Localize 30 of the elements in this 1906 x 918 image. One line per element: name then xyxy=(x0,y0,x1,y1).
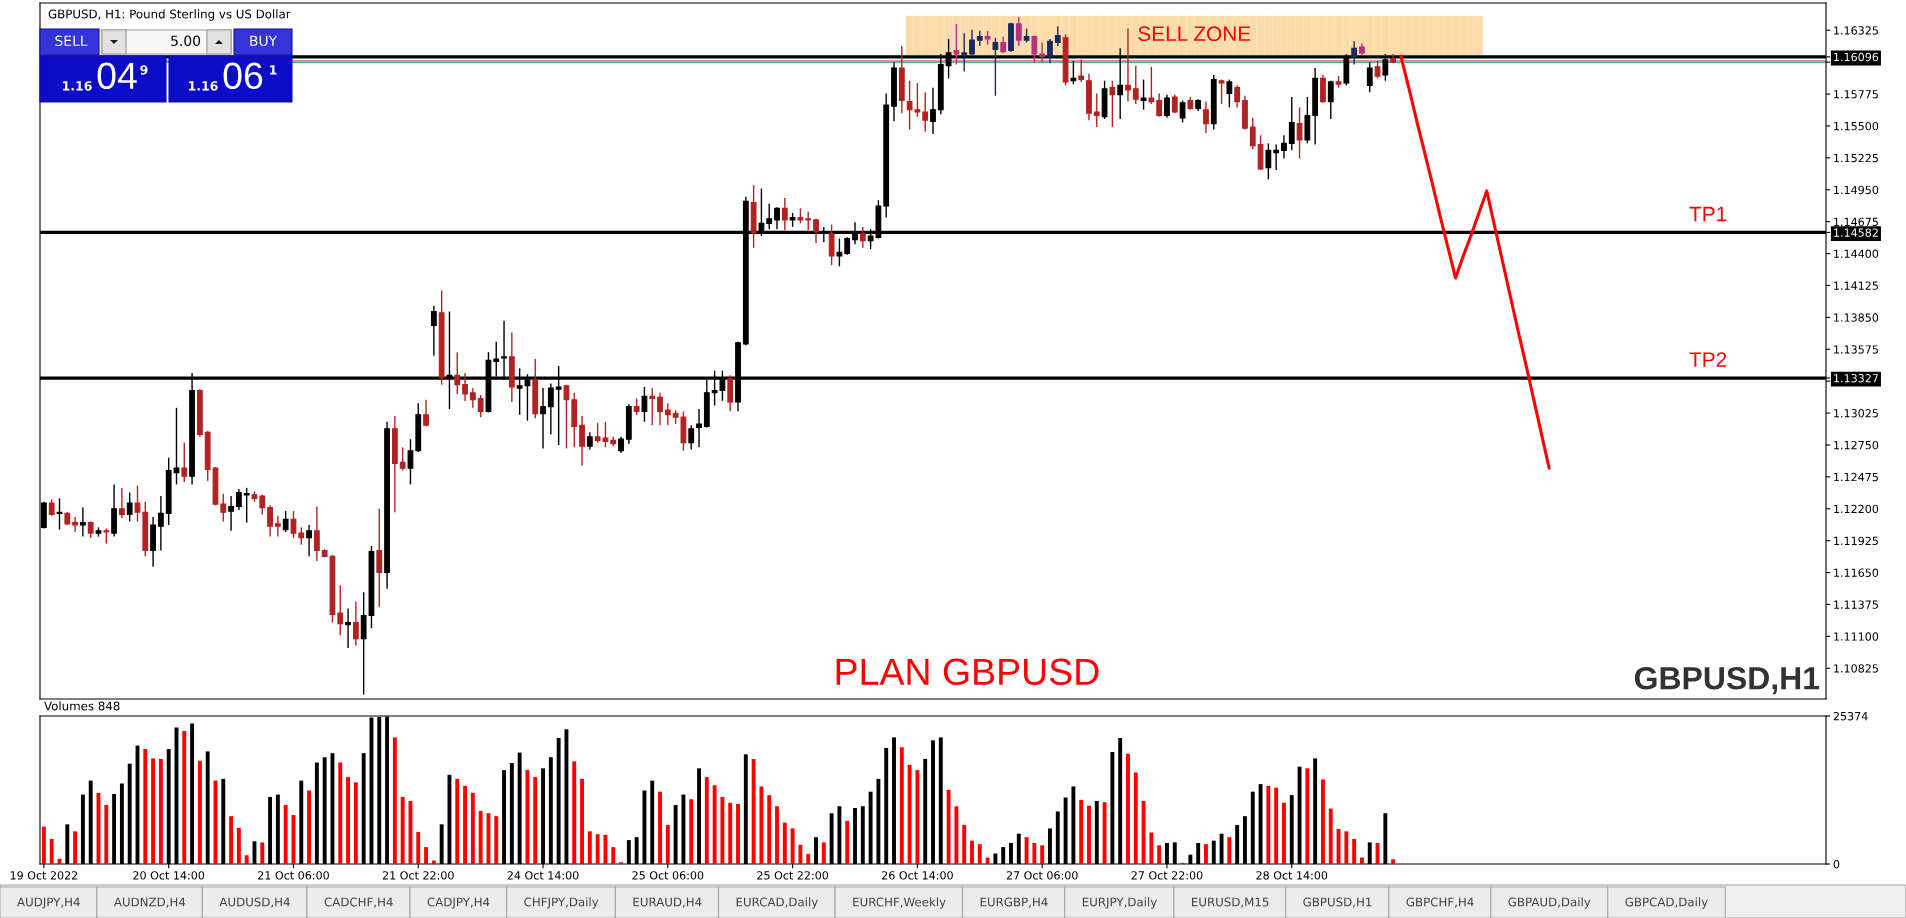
text: CHFJPY,Daily xyxy=(524,897,599,909)
text: GBPCAD,Daily xyxy=(1625,897,1708,909)
text: AUDJPY,H4 xyxy=(17,897,80,909)
text: AUDNZD,H4 xyxy=(113,897,186,908)
x-tick-label: 21 Oct 06:00 xyxy=(258,871,329,880)
x-tick-label: 25 Oct 22:00 xyxy=(757,871,829,880)
text: EURGBP,H4 xyxy=(980,897,1048,908)
chart-title: Volumes 848 xyxy=(44,701,120,711)
x-tick-label: 27 Oct 22:00 xyxy=(1131,871,1203,880)
x-tick-label: 24 Oct 14:00 xyxy=(507,871,579,880)
text: EURUSD,M15 xyxy=(1192,897,1269,908)
text: CADJPY,H4 xyxy=(427,897,490,909)
x-tick-label: 26 Oct 14:00 xyxy=(882,871,953,880)
x-tick-label: 20 Oct 14:00 xyxy=(133,871,205,880)
y-tick-label: 0 xyxy=(1833,859,1840,869)
text: EURCHF,Weekly xyxy=(853,897,946,909)
x-tick-label: 28 Oct 14:00 xyxy=(1256,871,1328,880)
text: AUDUSD,H4 xyxy=(219,897,290,908)
text: EURCAD,Daily xyxy=(736,897,818,909)
text: GBPCHF,H4 xyxy=(1406,897,1474,908)
text: GBPUSD,H1 xyxy=(1303,897,1372,908)
text: GBPAUD,Daily xyxy=(1508,897,1591,909)
x-tick-label: 25 Oct 06:00 xyxy=(632,871,704,880)
y-tick-label: 25374 xyxy=(1833,711,1868,721)
text: EURJPY,Daily xyxy=(1082,897,1157,909)
x-tick-label: 19 Oct 2022 xyxy=(10,871,78,880)
text: EURAUD,H4 xyxy=(633,897,702,908)
x-tick-label: 21 Oct 22:00 xyxy=(382,871,454,880)
x-tick-label: 27 Oct 06:00 xyxy=(1006,871,1078,880)
text: CADCHF,H4 xyxy=(324,897,393,908)
